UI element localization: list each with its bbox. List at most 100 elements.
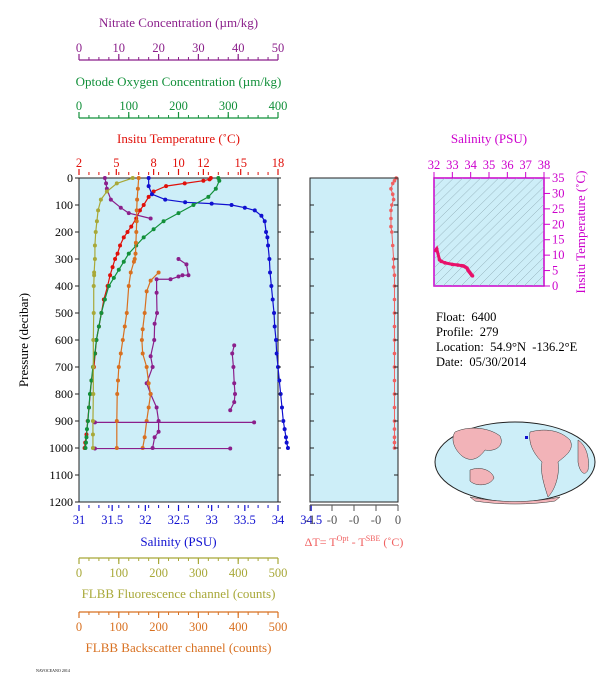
float-id-line: Float: 6400 (436, 310, 497, 324)
backscatter-axis-title: FLBB Backscatter channel (counts) (86, 640, 272, 655)
nitrate-trace-4-point (230, 351, 235, 356)
isopycnal-line (434, 178, 500, 242)
backscatter-series-point (118, 351, 123, 356)
salinity-tick-label: 32 (139, 513, 152, 527)
oxygen-series-point (85, 419, 90, 423)
backscatter-series-point (124, 311, 129, 315)
nitrate-tick-label: 10 (113, 41, 126, 55)
salinity-axis: 31 31.5 32 32.5 33 33.5 34 34.5 Salinity (PSU) (73, 505, 322, 549)
ts-point (450, 262, 455, 267)
temperature-series-point (201, 178, 206, 183)
isopycnal-line (469, 212, 544, 286)
salinity-series-point (264, 230, 269, 234)
delta-t-point (390, 243, 395, 248)
temperature-axis: 2 5 8 10 12 15 18 Insitu Temperature (˚C) (76, 131, 284, 175)
pressure-tick-label: 300 (55, 252, 73, 266)
oxygen-series-point (141, 235, 146, 240)
isopycnal-line (451, 194, 544, 286)
temperature-tick-label: 18 (272, 156, 285, 170)
ts-salinity-tick-label: 32 (428, 158, 441, 172)
isopycnal-line (487, 230, 544, 286)
oxygen-axis-title: Optode Oxygen Concentration (µm/kg) (76, 74, 282, 89)
isopycnal-line (514, 256, 544, 286)
backscatter-tick-label: 0 (76, 620, 82, 634)
ts-salinity-tick-label: 34 (464, 158, 477, 172)
delta-t-title-part: (˚C) (380, 535, 403, 549)
backscatter-series-point (115, 392, 120, 396)
oxygen-series-point (86, 405, 91, 410)
temperature-series-point (146, 194, 151, 199)
ts-salinity-tick-label: 37 (519, 158, 532, 172)
oxygen-tick-label: 300 (219, 99, 238, 113)
backscatter-tick-label: 300 (189, 620, 208, 634)
pressure-tick-label: 200 (55, 225, 73, 239)
delta-t-point (391, 197, 396, 202)
salinity-series-point (269, 284, 274, 288)
oxygen-series-point (94, 338, 99, 342)
nitrate-trace-0-point (168, 277, 173, 282)
isopycnal-line (523, 265, 544, 286)
nitrate-trace-4-point (233, 392, 238, 396)
ts-temp-tick-label: 0 (552, 279, 558, 293)
fluorescence-series-point (90, 419, 95, 423)
temperature-axis-title: Insitu Temperature (˚C) (117, 131, 240, 146)
fluorescence-tick-label: 400 (229, 566, 248, 580)
oxygen-series-point (126, 251, 131, 256)
nitrate-tick-label: 20 (152, 41, 165, 55)
salinity-series-point (277, 378, 282, 383)
delta-t-point (392, 427, 397, 431)
nitrate-trace-0-point (152, 435, 157, 440)
delta-t-point (391, 265, 396, 269)
pressure-tick-label: 0 (67, 171, 73, 185)
nitrate-series-point (108, 197, 113, 202)
oxygen-series-point (87, 392, 92, 396)
ts-temp-tick-label: 10 (552, 248, 565, 262)
nitrate-trace-4-point (232, 343, 237, 348)
nitrate-tick-label: 50 (272, 41, 285, 55)
nitrate-trace-4-point (228, 408, 233, 413)
delta-t-axis-title: ΔT= TOpt - TSBE (˚C) (305, 534, 404, 549)
temperature-series-point (182, 181, 187, 186)
salinity-series-point (272, 324, 277, 329)
backscatter-series-point (136, 176, 141, 180)
isopycnal-line (434, 178, 446, 189)
delta-t-point (390, 192, 395, 196)
delta-t-point (389, 187, 393, 191)
salinity-tick-label: 31 (73, 513, 86, 527)
nitrate-trace-0-point (148, 354, 153, 359)
salinity-series-point (274, 351, 279, 356)
backscatter-series-point (126, 284, 131, 288)
pressure-tick-label: 1200 (49, 495, 73, 509)
delta-t-point (392, 178, 397, 183)
oxygen-tick-label: 200 (169, 99, 188, 113)
fluorescence-series-point (92, 257, 97, 261)
delta-t-panel-background (309, 177, 399, 503)
backscatter-trace-1-line (141, 272, 160, 449)
fluorescence-series-point (114, 181, 119, 186)
landmass-asia (452, 427, 502, 460)
backscatter-series-point (116, 365, 121, 369)
ts-salinity-tick-label: 36 (501, 158, 514, 172)
backscatter-trace-1-point (144, 365, 149, 369)
salinity-series-point (242, 205, 247, 210)
ts-salinity-title: Salinity (PSU) (451, 131, 527, 146)
delta-t-point (389, 208, 393, 213)
ts-temp-tick-label: 25 (552, 202, 565, 216)
temperature-series-point (207, 177, 212, 182)
delta-t-title-part: ΔT= T (305, 535, 338, 549)
nitrate-trace-0-point (154, 405, 159, 410)
ts-point (470, 274, 475, 278)
nitrate-series-point (126, 211, 131, 216)
delta-t-point (392, 351, 397, 356)
backscatter-series-point (135, 197, 140, 202)
backscatter-trace-1-point (156, 270, 161, 275)
pressure-tick-label: 1000 (49, 441, 73, 455)
temperature-series-point (129, 224, 134, 229)
nitrate-axis-title: Nitrate Concentration (µm/kg) (99, 15, 258, 30)
salinity-series-point (279, 405, 284, 410)
pressure-tick-label: 800 (55, 387, 73, 401)
backscatter-trace-1-point (144, 289, 149, 294)
temperature-series-point (110, 265, 115, 270)
temperature-tick-label: 2 (76, 156, 82, 170)
